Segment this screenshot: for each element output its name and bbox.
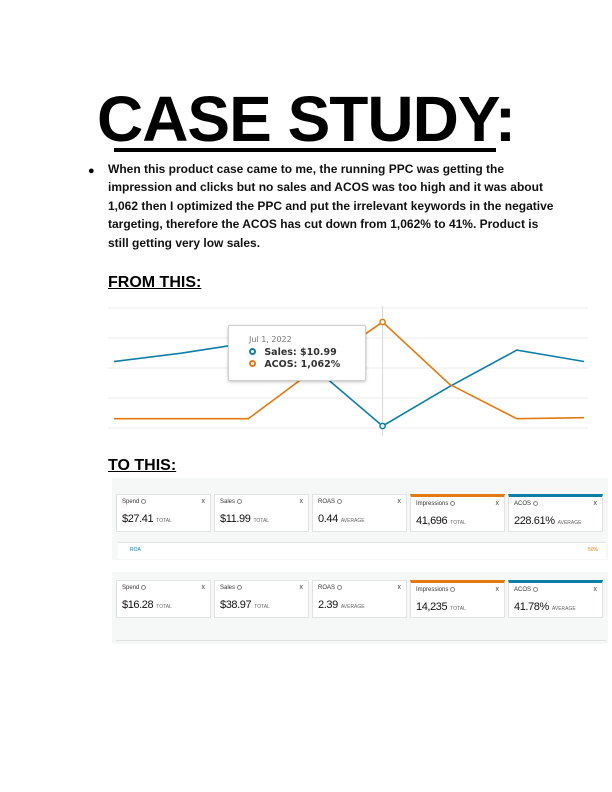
metric-unit: AVERAGE [340, 518, 365, 524]
metric-label: ACOS [514, 587, 539, 593]
panel-divider [116, 640, 606, 641]
acos-dot-icon [249, 360, 256, 367]
tooltip-acos-value: 1,062% [300, 359, 341, 370]
metric-cards: Spend x $16.28 TOTAL Sales x $38.97 TOTAL ROAS x 2… [116, 580, 603, 618]
strip-right-label: 50% [587, 547, 598, 553]
info-icon[interactable] [450, 501, 456, 506]
metric-unit: AVERAGE [551, 606, 576, 612]
sales-dot-icon [249, 348, 256, 355]
close-icon[interactable]: x [593, 586, 598, 593]
metric-value: $38.97 TOTAL [220, 599, 270, 611]
case-description: When this product case came to me, the r… [108, 162, 554, 250]
metric-card-spend[interactable]: Spend x $27.41 TOTAL [116, 494, 211, 532]
close-icon[interactable]: x [495, 500, 500, 507]
tooltip-sales-label: Sales: [264, 347, 297, 358]
metric-cards: Spend x $27.41 TOTAL Sales x $11.99 TOTAL ROAS x 0… [116, 494, 603, 532]
line-chart-svg [108, 306, 588, 436]
close-icon[interactable]: x [593, 500, 598, 507]
to-this-heading: TO THIS: [108, 457, 177, 474]
metric-value: $27.41 TOTAL [122, 513, 172, 525]
info-icon[interactable] [237, 585, 243, 590]
series-line-sales [113, 341, 585, 427]
metric-card-acos[interactable]: ACOS x 41.78% AVERAGE [508, 580, 603, 618]
series-point-acos[interactable] [379, 318, 386, 326]
metric-label: ACOS [514, 501, 539, 507]
metric-label: ROAS [318, 585, 343, 591]
tooltip-acos-row: ACOS: 1,062% [249, 359, 340, 370]
chart-strip: ROA 50% [118, 542, 606, 559]
metric-unit: TOTAL [450, 520, 466, 526]
title-underline [114, 148, 496, 152]
metric-value: $16.28 TOTAL [122, 599, 172, 611]
metric-unit: TOTAL [253, 518, 270, 524]
metric-unit: TOTAL [254, 604, 270, 610]
close-icon[interactable]: x [397, 498, 402, 505]
info-icon[interactable] [141, 585, 147, 590]
tooltip-acos-label: ACOS: [264, 359, 298, 370]
close-icon[interactable]: x [201, 584, 206, 591]
metric-label: Spend [122, 585, 147, 591]
metrics-panel-before: Spend x $27.41 TOTAL Sales x $11.99 TOTAL ROAS x 0… [112, 478, 608, 560]
metric-unit: TOTAL [156, 604, 172, 610]
tooltip-date: Jul 1, 2022 [249, 335, 292, 344]
metric-label: Impressions [416, 501, 456, 507]
metric-unit: TOTAL [156, 518, 172, 524]
close-icon[interactable]: x [299, 498, 304, 505]
info-icon[interactable] [237, 499, 243, 504]
metric-label: ROAS [318, 499, 343, 505]
bullet-icon: ● [88, 165, 95, 177]
metric-label: Sales [220, 585, 243, 591]
metric-card-impressions[interactable]: Impressions x 14,235 TOTAL [410, 580, 505, 618]
page-title: CASE STUDY: [96, 83, 516, 155]
metric-card-acos[interactable]: ACOS x 228.61% AVERAGE [508, 494, 603, 532]
metric-card-roas[interactable]: ROAS x 0.44 AVERAGE [312, 494, 407, 532]
metric-unit: AVERAGE [340, 604, 365, 610]
line-chart: Jul 1, 2022 Sales: $10.99 ACOS: 1,062% [108, 306, 588, 436]
tooltip-sales-row: Sales: $10.99 [249, 347, 337, 358]
metrics-panel-after: Spend x $16.28 TOTAL Sales x $38.97 TOTAL ROAS x 2… [112, 572, 608, 644]
metric-card-sales[interactable]: Sales x $11.99 TOTAL [214, 494, 309, 532]
tooltip-sales-value: $10.99 [300, 347, 337, 358]
info-icon[interactable] [450, 587, 456, 592]
close-icon[interactable]: x [397, 584, 402, 591]
metric-card-spend[interactable]: Spend x $16.28 TOTAL [116, 580, 211, 618]
metric-value: 41,696 TOTAL [416, 515, 466, 527]
series-point-sales[interactable] [379, 422, 386, 430]
info-icon[interactable] [141, 499, 147, 504]
metric-unit: AVERAGE [557, 520, 582, 526]
metric-value: 14,235 TOTAL [416, 601, 466, 613]
from-this-heading: FROM THIS: [108, 274, 202, 291]
metric-label: Impressions [416, 587, 456, 593]
info-icon[interactable] [533, 501, 539, 506]
metric-value: 41.78% AVERAGE [514, 601, 576, 613]
metric-value: $11.99 TOTAL [220, 513, 270, 525]
info-icon[interactable] [337, 585, 343, 590]
info-icon[interactable] [337, 499, 343, 504]
strip-left-label: ROA [130, 547, 141, 553]
chart-tooltip: Jul 1, 2022 Sales: $10.99 ACOS: 1,062% [228, 325, 366, 381]
metric-card-roas[interactable]: ROAS x 2.39 AVERAGE [312, 580, 407, 618]
metric-value: 0.44 AVERAGE [318, 513, 365, 525]
metric-card-impressions[interactable]: Impressions x 41,696 TOTAL [410, 494, 505, 532]
close-icon[interactable]: x [201, 498, 206, 505]
metric-value: 2.39 AVERAGE [318, 599, 365, 611]
close-icon[interactable]: x [299, 584, 304, 591]
metric-value: 228.61% AVERAGE [514, 515, 582, 527]
info-icon[interactable] [533, 587, 539, 592]
metric-label: Spend [122, 499, 147, 505]
metric-unit: TOTAL [450, 606, 466, 612]
close-icon[interactable]: x [495, 586, 500, 593]
metric-label: Sales [220, 499, 243, 505]
metric-card-sales[interactable]: Sales x $38.97 TOTAL [214, 580, 309, 618]
